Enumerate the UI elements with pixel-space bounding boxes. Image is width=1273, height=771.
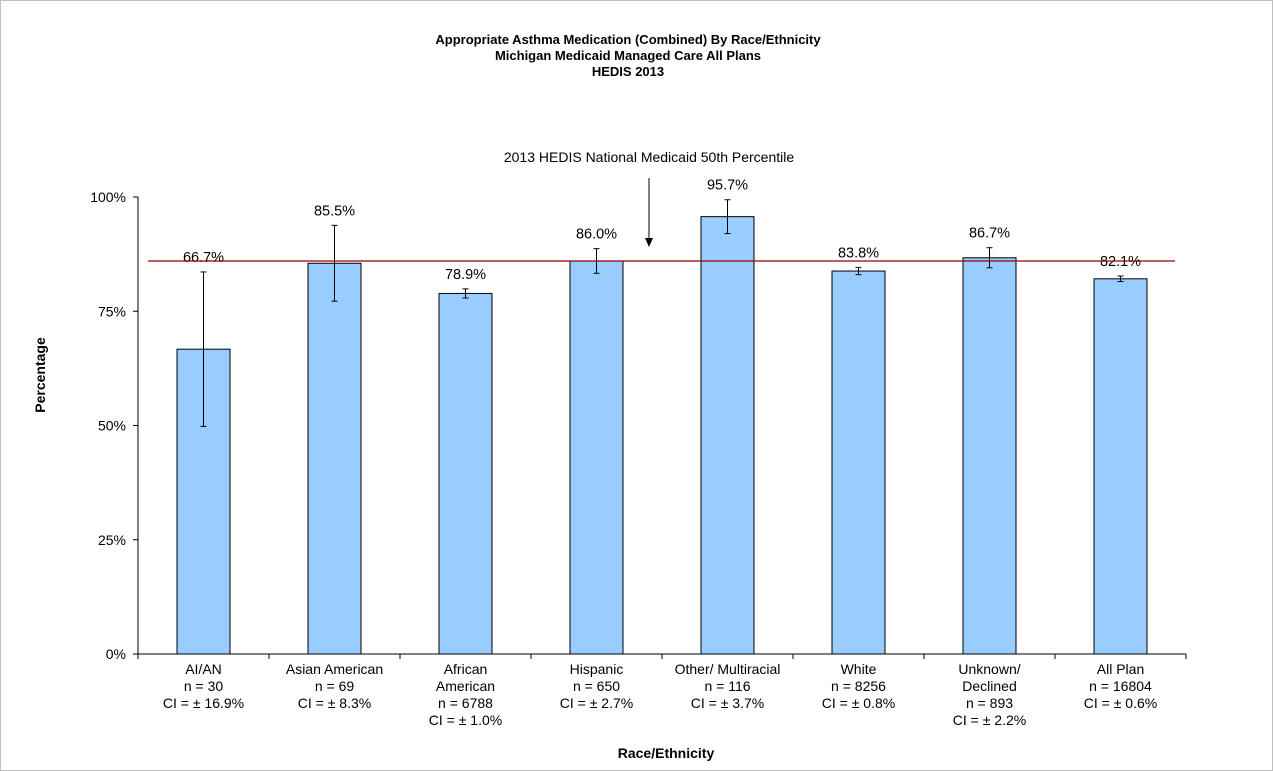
bar: [831, 270, 886, 655]
bar: [962, 257, 1017, 655]
x-category-label: n = 116: [704, 678, 750, 694]
x-category-label: White: [841, 661, 877, 677]
x-category-label: CI = ± 3.7%: [691, 695, 764, 711]
x-category-label: CI = ± 8.3%: [298, 695, 371, 711]
x-category-label: n = 69: [315, 678, 355, 694]
x-category-label: American: [436, 678, 495, 694]
x-category-label: CI = ± 2.2%: [953, 712, 1026, 728]
x-category-label: n = 893: [966, 695, 1013, 711]
y-axis-title: Percentage: [32, 337, 48, 413]
x-category-label: CI = ± 1.0%: [429, 712, 502, 728]
y-tick-label: 75%: [98, 303, 126, 319]
x-category-label: CI = ± 0.8%: [822, 695, 895, 711]
reference-line-label: 2013 HEDIS National Medicaid 50th Percen…: [504, 149, 794, 165]
x-category-label: n = 8256: [831, 678, 886, 694]
x-category-label: CI = ± 2.7%: [560, 695, 633, 711]
y-tick-label: 0%: [106, 646, 126, 662]
x-category-label: CI = ± 0.6%: [1084, 695, 1157, 711]
x-category-label: Asian American: [286, 661, 383, 677]
bar: [700, 216, 755, 655]
x-category-label: n = 16804: [1089, 678, 1152, 694]
data-label: 82.1%: [1100, 254, 1141, 270]
data-label: 78.9%: [445, 267, 486, 283]
chart-title-line-2: Michigan Medicaid Managed Care All Plans: [495, 48, 761, 63]
x-category-label: Unknown/: [958, 661, 1020, 677]
x-axis-title: Race/Ethnicity: [618, 745, 715, 761]
bar: [1093, 278, 1148, 655]
x-category-label: Hispanic: [570, 661, 624, 677]
data-label: 86.0%: [576, 227, 617, 243]
x-category-label: n = 650: [573, 678, 620, 694]
chart-title: Appropriate Asthma Medication (Combined)…: [435, 32, 821, 79]
chart-title-line-3: HEDIS 2013: [592, 64, 664, 79]
x-category-label: n = 30: [184, 678, 224, 694]
x-category-label: African: [444, 661, 488, 677]
data-label: 66.7%: [183, 250, 224, 266]
bar: [569, 260, 624, 655]
x-category-label: Declined: [962, 678, 1016, 694]
chart-title-line-1: Appropriate Asthma Medication (Combined)…: [435, 32, 821, 47]
x-category-label: AI/AN: [185, 661, 222, 677]
annotation-arrow-head: [645, 238, 653, 247]
y-tick-label: 25%: [98, 532, 126, 548]
x-category-label: All Plan: [1097, 661, 1144, 677]
x-category-label: n = 6788: [438, 695, 493, 711]
data-label: 85.5%: [314, 203, 355, 219]
bar: [438, 292, 493, 655]
data-label: 95.7%: [707, 178, 748, 194]
data-label: 86.7%: [969, 226, 1010, 242]
bar: [307, 262, 362, 655]
x-category-label: CI = ± 16.9%: [163, 695, 244, 711]
data-label: 83.8%: [838, 245, 879, 261]
y-tick-label: 100%: [90, 189, 126, 205]
x-category-label: Other/ Multiracial: [675, 661, 781, 677]
y-tick-label: 50%: [98, 418, 126, 434]
